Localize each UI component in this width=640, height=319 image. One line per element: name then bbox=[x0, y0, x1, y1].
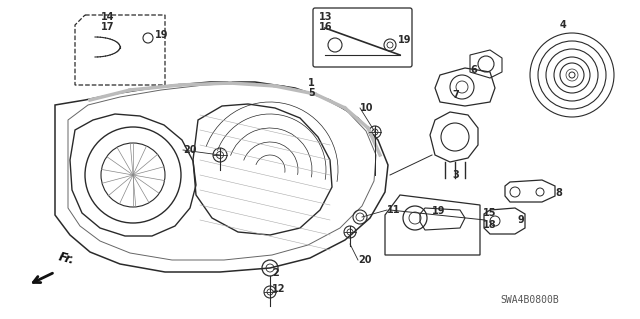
Text: 4: 4 bbox=[560, 20, 567, 30]
Text: 20: 20 bbox=[183, 145, 196, 155]
Text: 2: 2 bbox=[272, 268, 279, 278]
Text: 19: 19 bbox=[398, 35, 412, 45]
Text: SWA4B0800B: SWA4B0800B bbox=[500, 295, 559, 305]
Text: 13: 13 bbox=[319, 12, 333, 22]
Text: 19: 19 bbox=[155, 30, 168, 40]
Text: 12: 12 bbox=[272, 284, 285, 294]
Text: 6: 6 bbox=[470, 65, 477, 75]
Text: 1: 1 bbox=[308, 78, 315, 88]
Text: 11: 11 bbox=[387, 205, 401, 215]
Text: 8: 8 bbox=[555, 188, 562, 198]
Text: 20: 20 bbox=[358, 255, 371, 265]
Text: 9: 9 bbox=[518, 215, 525, 225]
Text: 7: 7 bbox=[452, 90, 459, 100]
Text: 10: 10 bbox=[360, 103, 374, 113]
Text: 14: 14 bbox=[101, 12, 115, 22]
Text: 5: 5 bbox=[308, 88, 315, 98]
Text: 18: 18 bbox=[483, 220, 497, 230]
Text: 17: 17 bbox=[101, 22, 115, 32]
Text: 19: 19 bbox=[432, 206, 445, 216]
Text: 3: 3 bbox=[452, 170, 459, 180]
Text: 15: 15 bbox=[483, 208, 497, 218]
Text: Fr.: Fr. bbox=[57, 250, 76, 267]
Text: 16: 16 bbox=[319, 22, 333, 32]
